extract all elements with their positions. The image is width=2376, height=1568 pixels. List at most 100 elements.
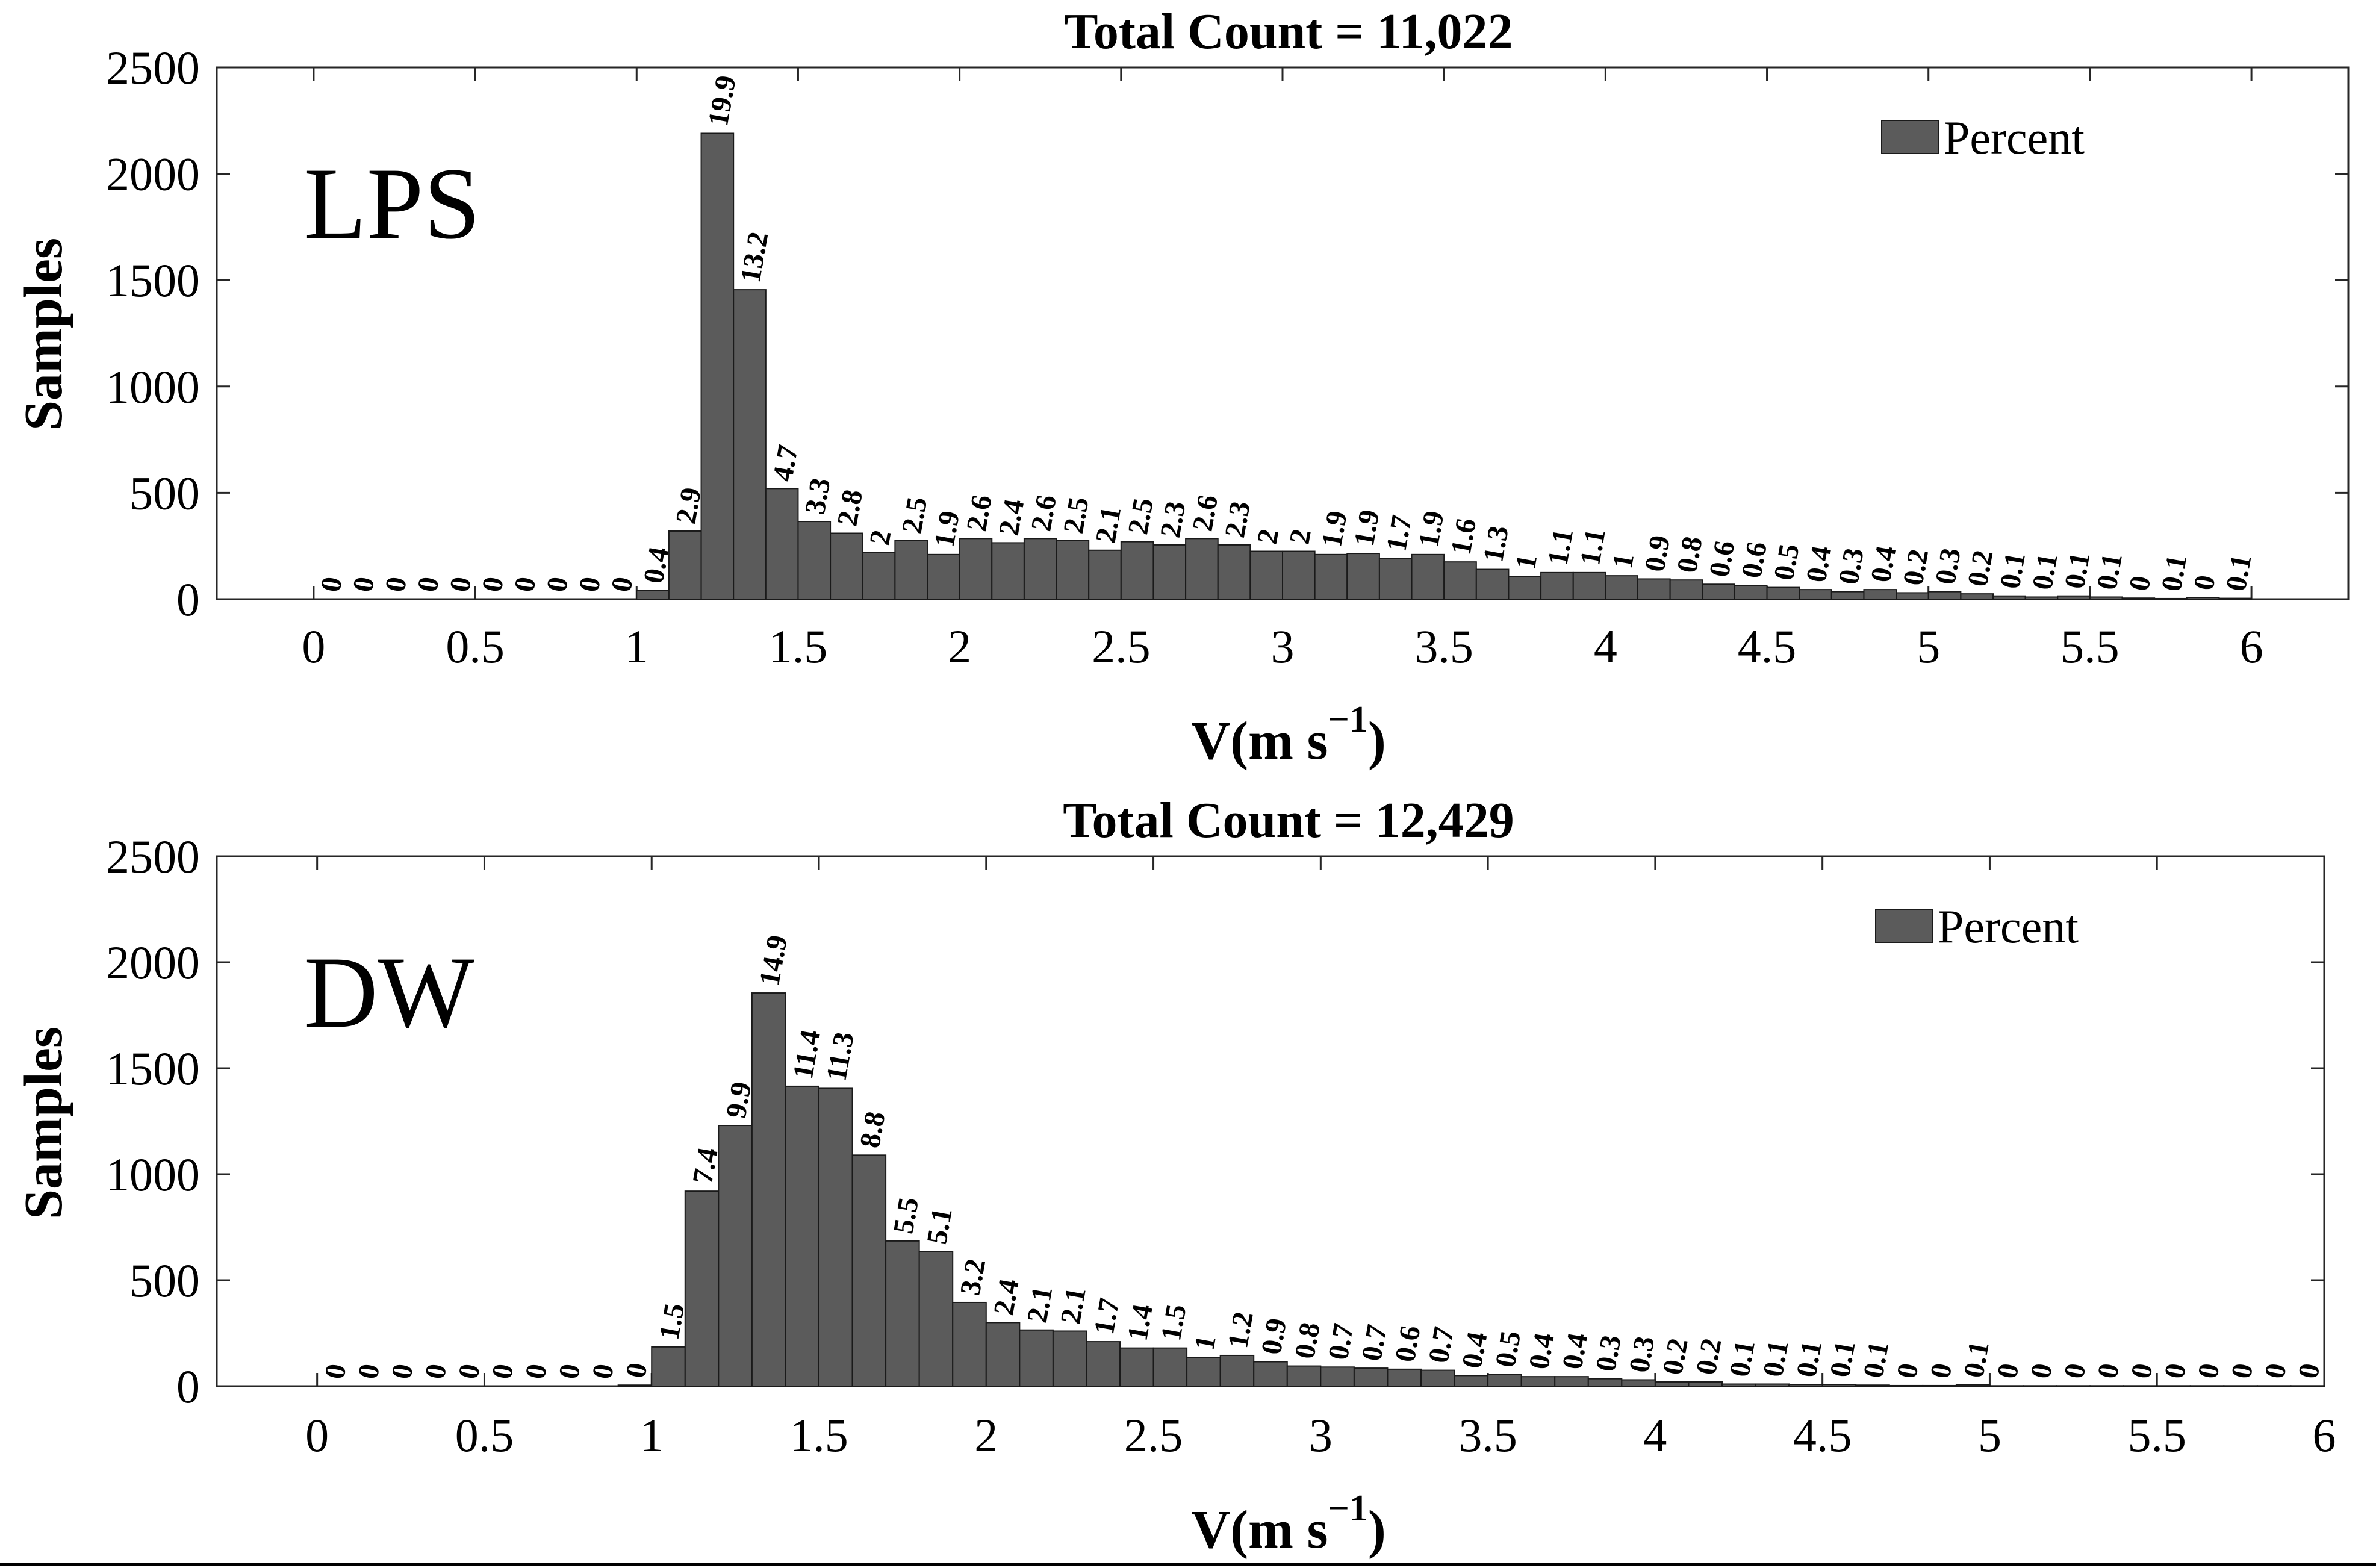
dw-bar-label: 0.8 [1289,1320,1326,1361]
lps-y-tick-label: 500 [129,467,200,519]
dw-bar [651,1346,686,1387]
lps-bar-label: 2.8 [832,487,869,528]
lps-x-tick-label: 0 [302,620,325,673]
dw-bar-label: 1.5 [653,1301,691,1342]
dw-bar-label: 1.5 [1155,1302,1193,1343]
dw-bar-label: 0.1 [1757,1338,1795,1379]
lps-bar [1669,579,1703,600]
dw-bar-label: 0 [2125,1361,2159,1381]
dw-bar-label: 0 [2259,1361,2292,1381]
lps-x-tick-label: 2.5 [1092,620,1151,673]
dw-x-axis-label-end: ) [1368,1500,1386,1560]
dw-bar-label: 0 [2092,1361,2126,1381]
dw-y-tick-label: 500 [129,1254,200,1307]
lps-bar-label: 0.6 [1735,540,1773,580]
dw-bar-label: 0 [2058,1361,2092,1381]
lps-bar [1152,544,1187,600]
dw-bar [1286,1365,1322,1387]
dw-bar-label: 0 [620,1360,653,1380]
lps-bar [1830,591,1865,600]
dw-x-tick-label: 4 [1643,1409,1667,1461]
lps-x-axis-label: V(m s−1) [1191,699,1386,771]
dw-bar [1821,1384,1857,1387]
lps-bar [1282,550,1316,600]
lps-x-tick-label: 6 [2240,620,2263,673]
dw-legend-label: Percent [1938,900,2079,953]
lps-bar-label: 0.9 [1638,533,1676,574]
lps-bar-label: 2.9 [670,485,708,526]
dw-bar-label: 0 [1924,1361,1958,1381]
lps-bar-label: 0.1 [2059,550,2097,591]
dw-bar-label: 2.4 [987,1277,1025,1318]
lps-bar [1572,571,1606,600]
dw-bar-label: 0 [553,1361,586,1381]
dw-bar-label: 0 [519,1361,553,1381]
lps-x-tick-label: 5 [1917,620,1940,673]
lps-bar [1702,583,1735,600]
lps-bar [1508,576,1542,600]
lps-bar-label: 2.4 [993,497,1031,538]
lps-bar [959,538,993,600]
dw-bar-label: 0 [385,1361,419,1381]
lps-bar-label: 1.9 [928,508,966,549]
lps-y-tick-label: 1000 [106,361,200,413]
dw-bar-label: 0.1 [1858,1339,1896,1380]
dw-bar [1554,1376,1589,1387]
lps-bar-label: 2.5 [896,494,934,535]
lps-bar-label: 0.5 [1768,541,1806,582]
lps-bars [636,132,2253,600]
lps-bar-label: 0.1 [2091,551,2129,592]
lps-bar-label: 0.4 [1865,544,1903,585]
dw-bar [718,1125,753,1387]
dw-bar-label: 5.1 [921,1206,959,1246]
lps-x-axis-label-sup: −1 [1328,699,1368,740]
lps-x-tick-label: 3 [1271,620,1295,673]
lps-bar [1249,550,1283,600]
dw-bar [985,1322,1021,1387]
dw-y-axis-label: Samples [14,1027,73,1219]
dw-x-tick-label: 0.5 [455,1409,514,1461]
dw-x-tick-label: 0 [305,1409,329,1461]
lps-bar [765,488,799,600]
lps-bar [668,530,702,600]
lps-bar-label: 0.1 [2220,552,2258,593]
lps-bar [2057,595,2091,600]
dw-bar-label: 0 [2292,1361,2326,1381]
lps-bar-label: 0.2 [1962,548,2000,589]
lps-bar-label: 0.3 [1929,546,1967,586]
dw-bar-label: 0.9 [1255,1316,1293,1357]
lps-bar [1056,540,1090,600]
lps-bar-label: 1.9 [1316,508,1354,549]
lps-y-tick-label: 2500 [106,42,200,94]
dw-bar-label: 0 [1891,1361,1924,1381]
lps-bar [927,553,960,600]
lps-bar-label: 1 [1606,551,1640,571]
lps-bar-label: 0 [605,574,639,594]
lps-bar-label: 3.3 [799,476,837,517]
lps-bar-label: 4.7 [767,443,804,484]
lps-bar-label: 0 [476,574,510,594]
dw-bar-label: 8.8 [854,1109,892,1150]
dw-bar-label: 1.4 [1121,1302,1159,1343]
lps-bar-label: 1.6 [1445,516,1483,557]
lps-x-tick-label: 0.5 [446,620,505,673]
dw-bar [1052,1330,1087,1387]
dw-bar [1454,1375,1489,1387]
lps-x-tick-label: 4.5 [1738,620,1797,673]
dw-y-tick-label: 0 [176,1360,200,1413]
lps-bar-label: 0 [379,574,413,594]
dw-bar [818,1087,853,1387]
dw-bar [1086,1341,1121,1387]
dw-bar [1119,1347,1154,1387]
lps-bar-label: 0.1 [2026,551,2064,592]
dw-bar-label: 7.4 [686,1145,724,1186]
dw-bar [1420,1369,1455,1387]
lps-bar [1896,592,1929,600]
dw-y-tick-label: 2500 [106,830,200,883]
lps-bar-label: 1.7 [1380,513,1418,554]
dw-bar [1353,1367,1389,1387]
lps-bar-label: 0.8 [1671,534,1709,575]
lps-bar-label: 13.2 [735,229,775,285]
lps-bar-label: 2 [1251,527,1285,547]
dw-bar [1320,1366,1355,1387]
